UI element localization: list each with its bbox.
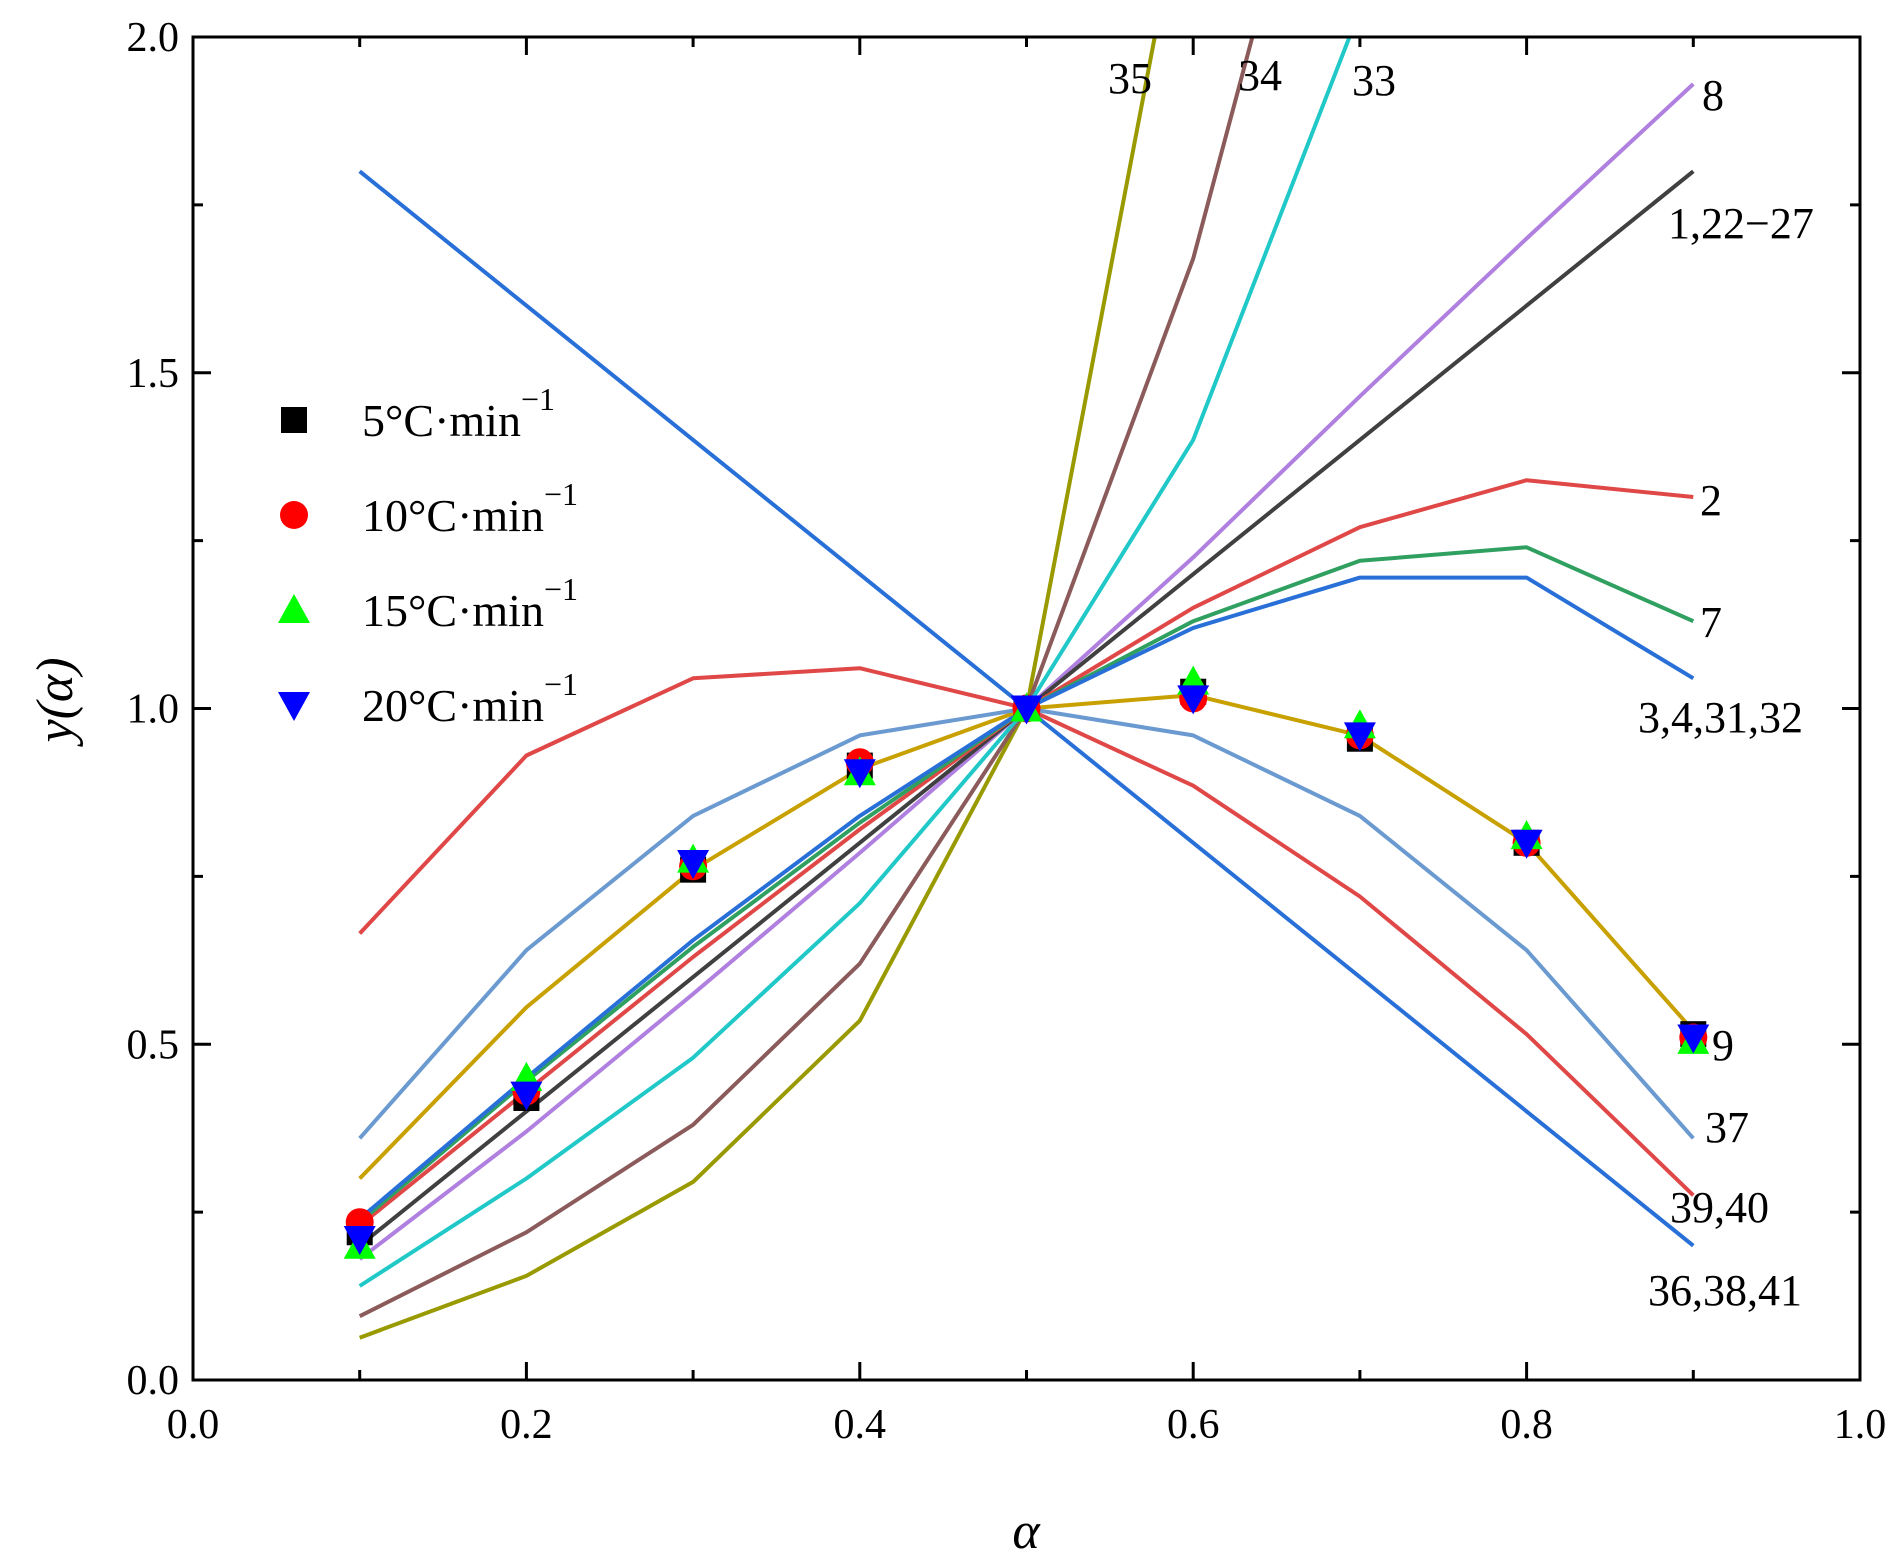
legend-label-sup-3: −1 bbox=[544, 666, 578, 702]
curve-label-6: 7 bbox=[1700, 598, 1722, 647]
x-tick-label: 0.2 bbox=[500, 1402, 553, 1448]
legend-marker-1 bbox=[280, 501, 308, 529]
y-tick-label: 2.0 bbox=[127, 15, 180, 61]
legend-label-sup-2: −1 bbox=[544, 571, 578, 607]
curve-line-9 bbox=[358, 706, 1695, 1140]
curve-line-6 bbox=[358, 545, 1695, 1224]
legend-marker-3 bbox=[278, 692, 310, 721]
data-point-series3-6 bbox=[1343, 722, 1376, 752]
curve-line-0 bbox=[359, 37, 1157, 1340]
curve-label-2: 33 bbox=[1352, 56, 1396, 105]
y-axis-title: y(α) bbox=[27, 657, 84, 747]
legend-label-sup-0: −1 bbox=[521, 381, 555, 417]
data-point-series3-0 bbox=[343, 1225, 376, 1255]
curve-label-10: 39,40 bbox=[1670, 1183, 1769, 1232]
y-tick-label: 1.5 bbox=[127, 351, 180, 397]
x-tick-label: 0.4 bbox=[834, 1402, 887, 1448]
curve-labels: 35 34 33 8 1,22−27 2 7 3,4,31,32 9 37 39,40 36,38,4… bbox=[1108, 51, 1814, 1315]
legend-marker-2 bbox=[278, 594, 310, 623]
legend-label-3: 20°C·min−1 bbox=[362, 666, 578, 731]
curve-label-7: 3,4,31,32 bbox=[1638, 693, 1803, 742]
curve-label-8: 9 bbox=[1712, 1021, 1734, 1070]
legend-label-1: 10°C·min−1 bbox=[362, 476, 578, 541]
legend-label-2: 15°C·min−1 bbox=[362, 571, 578, 636]
x-tick-label: 1.0 bbox=[1834, 1402, 1887, 1448]
legend-marker-0 bbox=[281, 407, 307, 433]
curve-label-4: 1,22−27 bbox=[1668, 199, 1814, 248]
curve-line-1 bbox=[358, 37, 1255, 1318]
curve-label-11: 36,38,41 bbox=[1648, 1266, 1802, 1315]
curve-label-1: 34 bbox=[1238, 51, 1282, 100]
data-point-series3-1 bbox=[510, 1081, 543, 1111]
curve-label-5: 2 bbox=[1700, 476, 1722, 525]
legend-label-sup-1: −1 bbox=[544, 476, 578, 512]
data-point-series3-3 bbox=[843, 759, 876, 789]
tick-labels: 0.0 0.2 0.4 0.6 0.8 1.0 0.0 0.5 1.0 1.5 2.0 bbox=[127, 15, 1887, 1448]
curve-line-10 bbox=[358, 666, 1695, 1197]
data-point-series3-4 bbox=[1010, 695, 1043, 725]
plot-markers bbox=[343, 665, 1710, 1259]
curve-line-2 bbox=[358, 37, 1352, 1288]
x-tick-label: 0.6 bbox=[1167, 1402, 1220, 1448]
data-point-series3-7 bbox=[1510, 829, 1543, 859]
x-tick-label: 0.8 bbox=[1500, 1402, 1553, 1448]
curve-label-3: 8 bbox=[1702, 71, 1724, 120]
x-axis-title: α bbox=[1012, 1503, 1041, 1560]
data-point-series3-2 bbox=[677, 849, 710, 879]
data-point-series3-8 bbox=[1677, 1024, 1710, 1054]
axis-ticks bbox=[191, 35, 1862, 1382]
y-tick-label: 0.5 bbox=[127, 1022, 180, 1068]
legend: 5°C·min−1 10°C·min−1 15°C·min−1 20°C·min−1 bbox=[278, 381, 578, 731]
legend-label-0: 5°C·min−1 bbox=[362, 381, 555, 446]
x-tick-label: 0.0 bbox=[167, 1402, 220, 1448]
curve-label-9: 37 bbox=[1705, 1103, 1749, 1152]
data-point-series3-5 bbox=[1177, 685, 1210, 715]
curve-label-0: 35 bbox=[1108, 54, 1152, 103]
y-tick-label: 1.0 bbox=[127, 687, 180, 733]
y-tick-label: 0.0 bbox=[127, 1358, 180, 1404]
